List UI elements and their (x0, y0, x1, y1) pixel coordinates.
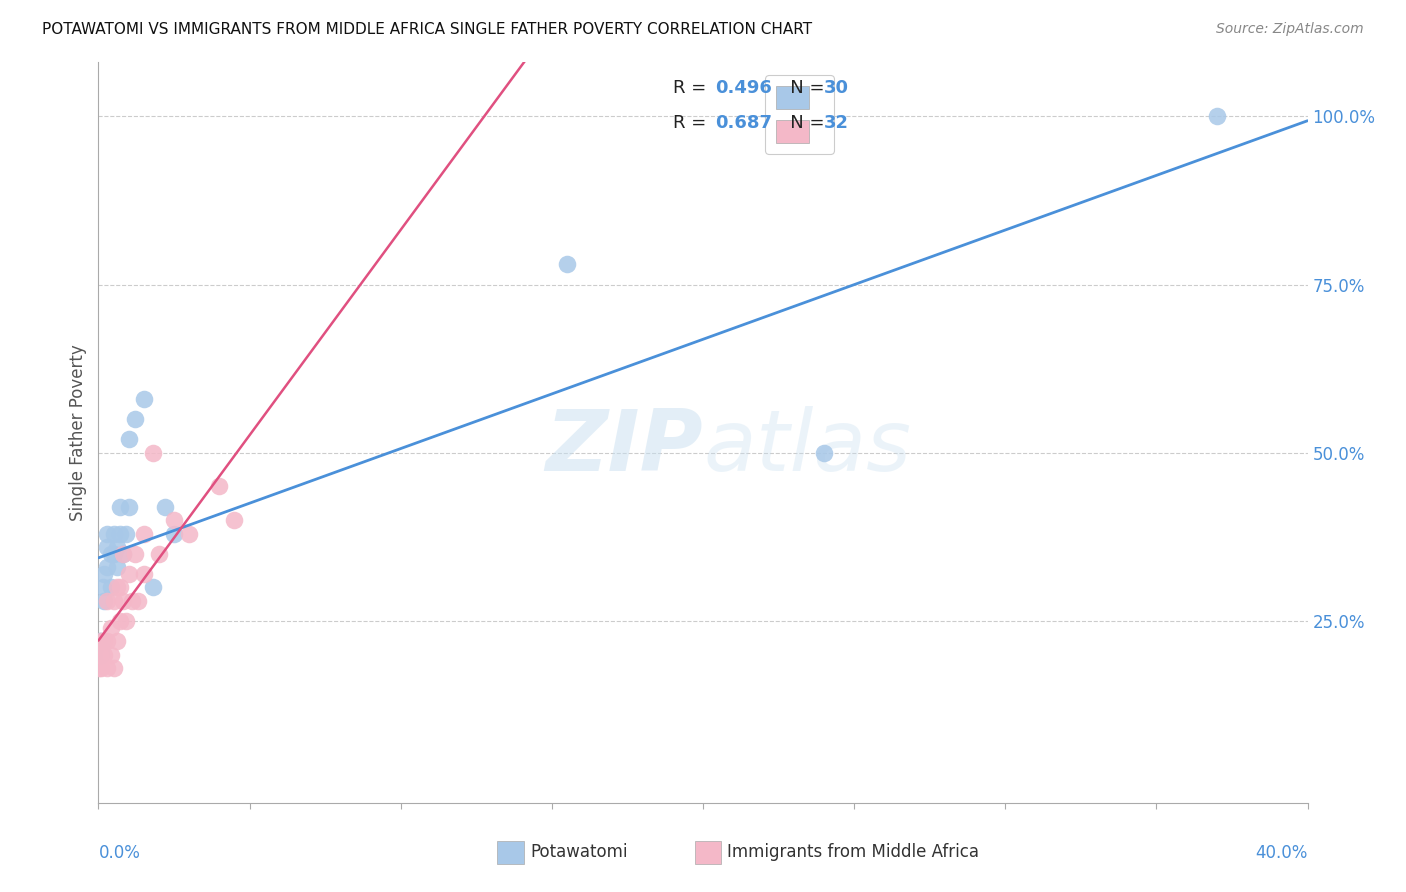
Point (103, 547, 125, 561)
Point (90, 648, 112, 662)
Point (111, 594, 134, 608)
Text: N =: N = (773, 114, 831, 132)
Point (96, 634, 118, 648)
Point (224, 513, 246, 527)
Point (114, 614, 136, 628)
Point (108, 500, 131, 514)
Text: atlas: atlas (703, 406, 911, 489)
Point (89, 661, 111, 675)
Point (100, 648, 122, 662)
Point (118, 500, 141, 514)
Point (105, 560, 128, 574)
Point (93, 648, 115, 662)
Point (93, 594, 115, 608)
Text: 0.496: 0.496 (716, 79, 772, 97)
Point (132, 566, 155, 581)
Point (105, 634, 128, 648)
Text: Immigrants from Middle Africa: Immigrants from Middle Africa (727, 843, 979, 861)
Point (90, 640, 112, 655)
Point (153, 500, 176, 514)
Text: Potawatomi: Potawatomi (530, 843, 627, 861)
Point (103, 526, 125, 541)
Text: 0.0%: 0.0% (98, 844, 141, 862)
Text: Source: ZipAtlas.com: Source: ZipAtlas.com (1216, 22, 1364, 37)
Point (108, 581, 131, 595)
Point (179, 526, 201, 541)
Point (208, 479, 231, 493)
Point (108, 526, 131, 541)
Point (111, 547, 134, 561)
Point (96, 540, 118, 554)
Point (103, 594, 125, 608)
Point (105, 540, 128, 554)
Text: 32: 32 (824, 114, 849, 132)
Point (132, 392, 155, 406)
Text: N =: N = (773, 79, 831, 97)
Text: R =: R = (672, 79, 711, 97)
Point (100, 547, 122, 561)
Point (111, 547, 134, 561)
Y-axis label: Single Father Poverty: Single Father Poverty (69, 344, 87, 521)
Point (108, 614, 131, 628)
FancyBboxPatch shape (695, 841, 721, 863)
Text: POTAWATOMI VS IMMIGRANTS FROM MIDDLE AFRICA SINGLE FATHER POVERTY CORRELATION CH: POTAWATOMI VS IMMIGRANTS FROM MIDDLE AFR… (42, 22, 813, 37)
Point (142, 581, 165, 595)
Point (121, 594, 143, 608)
Point (1206, 109, 1229, 123)
Text: 40.0%: 40.0% (1256, 844, 1308, 862)
Point (100, 581, 122, 595)
Point (163, 526, 186, 541)
Point (90, 634, 112, 648)
Point (124, 547, 146, 561)
Legend: , : , (765, 75, 834, 154)
Point (100, 621, 122, 635)
Point (93, 566, 115, 581)
Point (89, 648, 111, 662)
Point (118, 566, 141, 581)
Point (142, 446, 165, 460)
Point (118, 433, 141, 447)
Point (90, 634, 112, 648)
Point (124, 412, 146, 426)
Point (96, 560, 118, 574)
Point (89, 634, 111, 648)
Point (91, 581, 114, 595)
Point (105, 581, 128, 595)
Text: 0.687: 0.687 (716, 114, 772, 132)
Point (127, 594, 149, 608)
Point (103, 661, 125, 675)
Point (96, 594, 118, 608)
Point (148, 547, 170, 561)
Point (163, 513, 186, 527)
Text: R =: R = (672, 114, 711, 132)
Text: 30: 30 (824, 79, 849, 97)
Point (96, 526, 118, 541)
Point (132, 526, 155, 541)
Point (813, 446, 835, 460)
Point (555, 257, 578, 271)
Point (96, 661, 118, 675)
Point (93, 634, 115, 648)
Point (114, 526, 136, 541)
Text: ZIP: ZIP (546, 406, 703, 489)
FancyBboxPatch shape (498, 841, 524, 863)
Point (90, 661, 112, 675)
